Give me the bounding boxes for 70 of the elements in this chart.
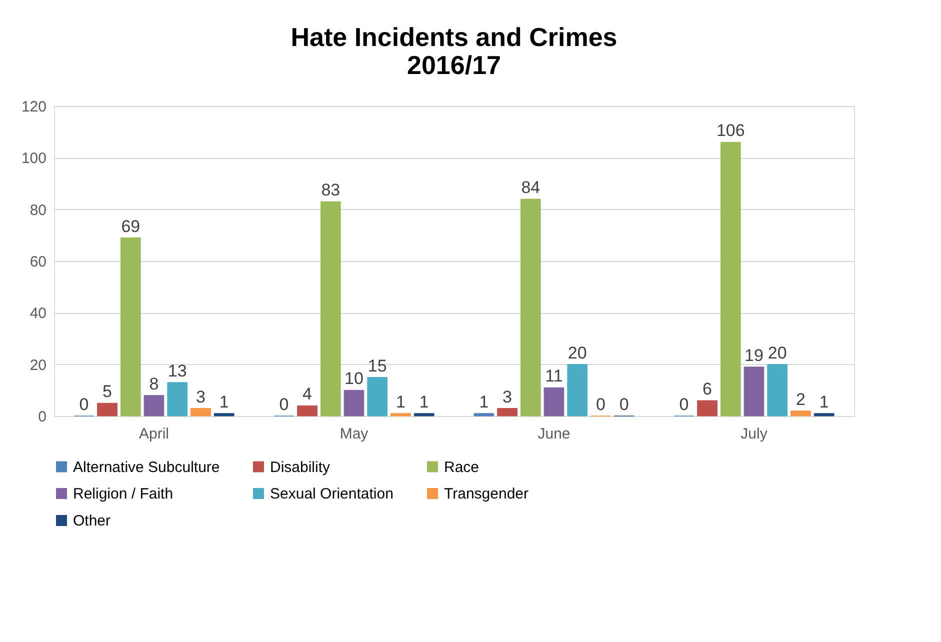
data-label: 20 — [768, 343, 787, 362]
data-label: 0 — [79, 395, 89, 414]
y-tick-label: 60 — [30, 254, 46, 270]
data-label: 6 — [702, 380, 712, 398]
data-label: 11 — [545, 366, 563, 386]
bar — [167, 382, 188, 416]
data-label: 1 — [396, 392, 406, 412]
data-label: 2 — [796, 390, 806, 409]
data-label: 106 — [716, 121, 745, 140]
y-tick-label: 120 — [21, 98, 46, 116]
bar — [144, 395, 164, 416]
data-label: 13 — [168, 361, 187, 380]
data-label: 4 — [302, 384, 312, 404]
x-tick-label: April — [138, 426, 170, 442]
data-label: 0 — [279, 395, 289, 414]
data-label: 20 — [568, 343, 587, 362]
bar — [97, 402, 118, 416]
bar — [767, 364, 788, 416]
y-tick-label: 100 — [21, 150, 46, 168]
bar — [297, 405, 318, 416]
data-label: 15 — [368, 356, 387, 376]
data-label: 5 — [102, 382, 112, 402]
bar — [744, 366, 764, 416]
bar — [697, 400, 718, 416]
legend-label: Alternative Subculture — [73, 458, 220, 476]
data-label: 1 — [819, 392, 829, 412]
data-label: 8 — [149, 374, 159, 394]
legend-label: Religion / Faith — [73, 486, 174, 502]
x-tick-label: May — [340, 426, 369, 442]
bar — [390, 413, 411, 416]
y-tick-label: 20 — [30, 356, 46, 374]
data-label: 19 — [744, 346, 764, 365]
bar — [367, 377, 388, 416]
bar — [567, 364, 588, 416]
x-tick-label: July — [740, 426, 768, 442]
data-label: 0 — [679, 395, 689, 414]
bar — [497, 408, 518, 416]
legend-label: Transgender — [444, 486, 528, 502]
legend-label: Other — [73, 512, 111, 530]
bar — [320, 201, 341, 416]
bar — [544, 387, 564, 416]
bar — [520, 198, 541, 416]
bar — [474, 413, 494, 416]
data-label: 1 — [419, 392, 429, 412]
bar — [214, 413, 234, 416]
data-label: 0 — [619, 395, 629, 414]
data-label: 1 — [479, 392, 489, 412]
y-tick-label: 80 — [30, 202, 46, 219]
legend-label: Disability — [270, 458, 331, 476]
bar — [344, 390, 364, 416]
data-label: 83 — [321, 180, 340, 200]
y-tick-label: 40 — [30, 305, 46, 322]
data-label: 69 — [121, 216, 140, 236]
data-label: 0 — [596, 395, 606, 414]
chart-title: Hate Incidents and Crimes 2016/17 — [290, 22, 618, 80]
bar — [790, 410, 811, 416]
data-label: 84 — [521, 178, 540, 197]
data-label: 3 — [502, 387, 512, 406]
y-tick-label: 0 — [38, 408, 46, 426]
data-label: 10 — [344, 369, 364, 388]
bar — [120, 238, 141, 416]
bar — [414, 413, 434, 416]
x-tick-label: June — [538, 426, 570, 442]
data-label: 3 — [196, 387, 206, 406]
bar — [814, 413, 834, 416]
legend-label: Race — [444, 458, 480, 476]
bar — [720, 142, 741, 416]
legend-label: Sexual Orientation — [270, 486, 394, 502]
bar — [190, 408, 211, 416]
data-label: 1 — [219, 392, 229, 412]
